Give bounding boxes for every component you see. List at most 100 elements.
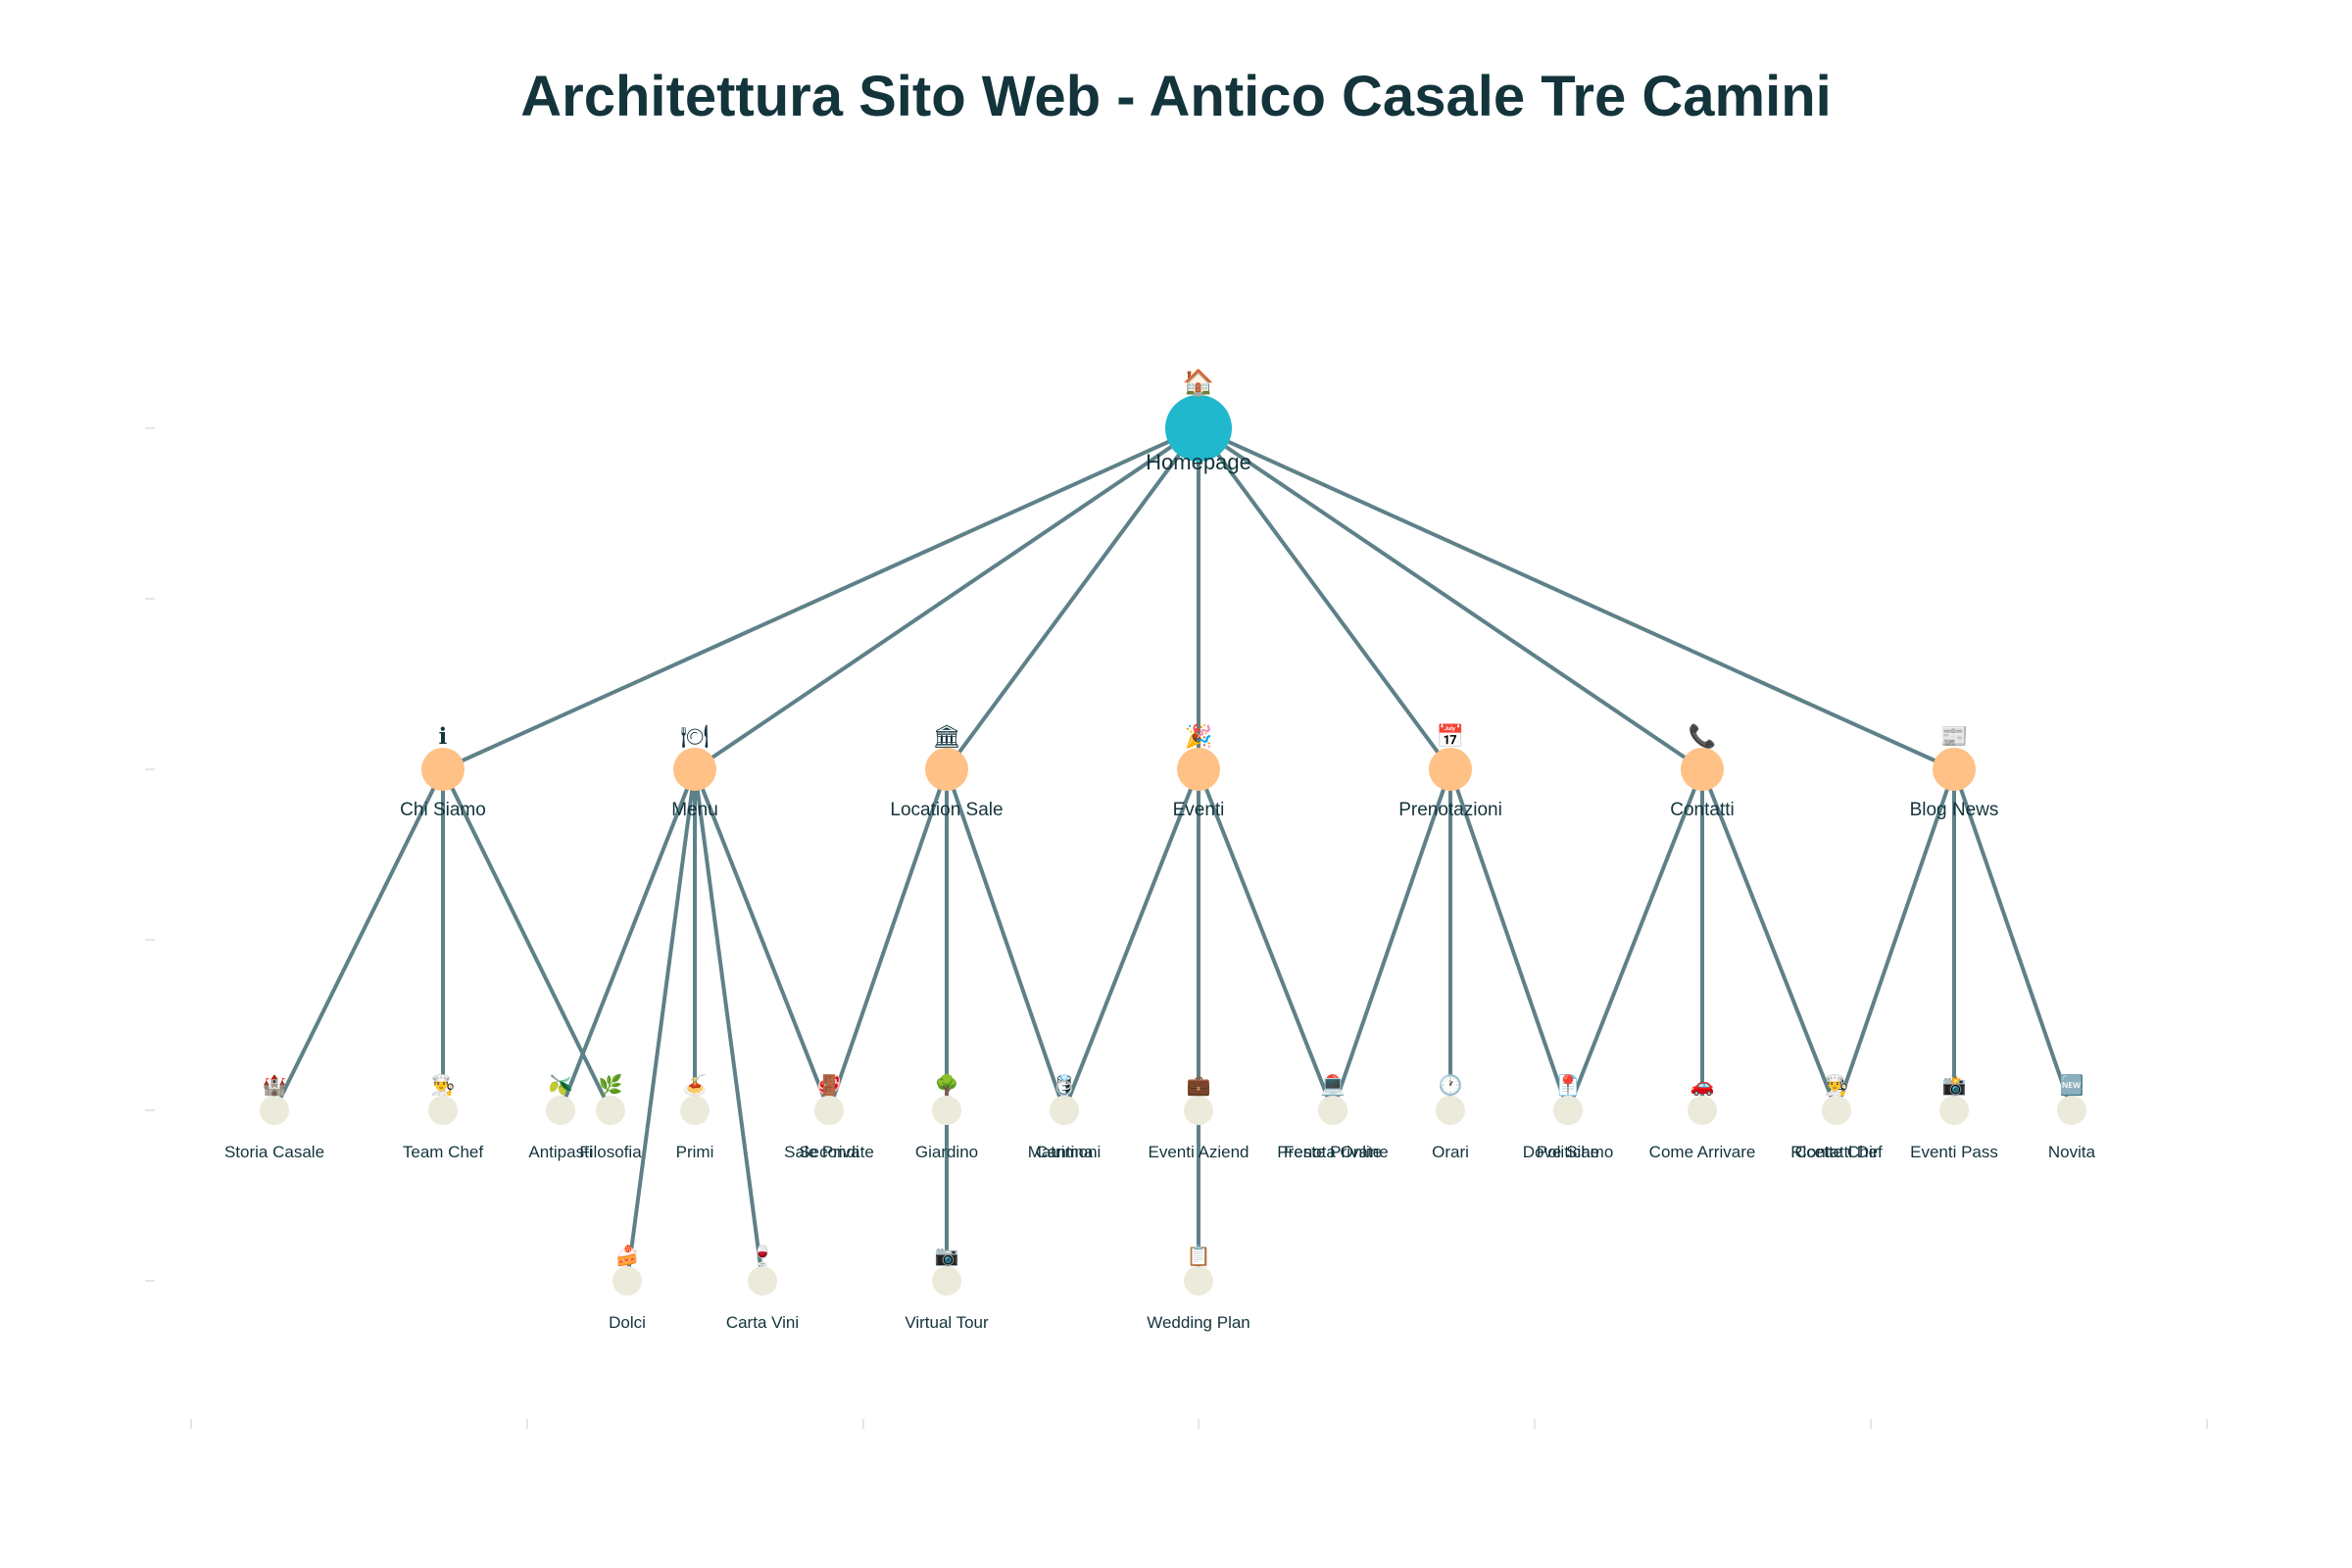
node-page-chi-0: 🏰 Storia Casale [224,1073,324,1161]
tree-nodes: 🏠 Homepage ℹ Chi Siamo 🏰 Storia Casale 👨‍🍳 Team… [224,368,2096,1332]
node-section-contatti-circle [1681,748,1724,791]
node-section-eventi: 🎉 Eventi [1173,723,1225,820]
chef-icon: 👨‍🍳 [431,1073,456,1097]
node-section-chi-label: Chi Siamo [400,800,486,820]
mail-icon: ✉ [1829,1073,1845,1097]
node-page-eventi-2: 📋 Wedding Plan [1147,1244,1250,1332]
node-section-chi-circle [421,748,465,791]
node-page-prenotazioni-1-label: Orari [1432,1143,1469,1161]
node-page-contatti-0: 📍 Dove Siamo [1523,1073,1614,1161]
car-icon: 🚗 [1690,1073,1715,1097]
edge-chi-0 [272,768,445,1111]
edge-homepage-blog [1198,426,1955,771]
wine-icon: 🍷 [751,1244,775,1267]
edge-menu-4 [693,768,831,1111]
node-page-chi-0-circle [260,1096,289,1125]
node-page-blog-2-label: Novita [2048,1143,2096,1161]
newspaper-icon: 📰 [1940,724,1969,750]
tree-edges [272,426,2074,1282]
node-page-menu-3: 🍷 Carta Vini [726,1244,799,1332]
node-page-blog-0: 👨‍🍳 Ricette Chef [1790,1073,1883,1161]
node-section-menu-circle [673,748,716,791]
node-section-prenotazioni-circle [1429,748,1472,791]
node-page-blog-2-circle [2057,1096,2086,1125]
document-icon: 📄 [1556,1073,1581,1097]
node-page-eventi-0: 💍 Matrimoni [1028,1073,1102,1161]
pasta-icon: 🍝 [683,1073,708,1097]
node-section-blog-circle [1933,748,1976,791]
tree-icon: 🌳 [935,1073,959,1097]
pin-icon: 📍 [1556,1073,1581,1097]
node-page-chi-1: 👨‍🍳 Team Chef [403,1073,483,1161]
castle-icon: 🏰 [263,1073,287,1097]
node-page-menu-0-circle [546,1096,575,1125]
node-section-prenotazioni-label: Prenotazioni [1398,800,1502,820]
node-page-menu-0-label: Antipasti [528,1143,592,1161]
node-page-eventi-0-label: Matrimoni [1028,1143,1102,1161]
node-section-location-label: Location Sale [890,800,1003,820]
node-homepage: 🏠 Homepage [1146,368,1251,474]
node-page-menu-1: 🍰 Dolci [609,1244,646,1332]
node-page-chi-2-circle [596,1096,625,1125]
node-page-menu-2: 🍝 Primi [676,1073,714,1161]
edge-blog-2 [1952,768,2074,1111]
node-page-contatti-2-label: Contatti Dir [1794,1143,1878,1161]
node-page-chi-2: 🌿 Filosofia [579,1073,642,1161]
recipe-icon: 👨‍🍳 [1825,1073,1849,1097]
edge-blog-0 [1835,768,1956,1111]
node-page-eventi-1: 💼 Eventi Aziend [1148,1073,1249,1161]
node-page-prenotazioni-0: 💻 Prenota Online [1277,1073,1388,1161]
edge-menu-1 [625,768,697,1282]
node-page-menu-0: 🫒 Antipasti [528,1073,592,1161]
node-homepage-label: Homepage [1146,450,1251,474]
door-icon: 🚪 [817,1073,842,1097]
olive-icon: 🫒 [549,1073,573,1097]
leaf-icon: 🌿 [599,1073,623,1097]
node-page-location-0: 🚪 Sale Private [784,1073,874,1161]
edge-menu-0 [559,768,697,1111]
edge-homepage-prenotazioni [1197,426,1452,771]
node-homepage-circle [1165,395,1232,462]
node-page-contatti-0-label: Dove Siamo [1523,1143,1614,1161]
node-page-location-0-label: Sale Private [784,1143,874,1161]
node-page-menu-4-label: Secondi [799,1143,858,1161]
node-page-eventi-1-label: Eventi Aziend [1148,1143,1249,1161]
node-section-prenotazioni: 📅 Prenotazioni [1398,723,1502,820]
node-page-location-1: 🌳 Giardino [915,1073,978,1161]
node-page-menu-3-label: Carta Vini [726,1313,799,1332]
party-icon: 🎉 [1185,723,1213,750]
node-page-prenotazioni-0-circle [1318,1096,1348,1125]
edge-eventi-0 [1062,768,1200,1111]
node-page-contatti-0-circle [1553,1096,1583,1125]
diagram-title: Architettura Sito Web - Antico Casale Tr… [520,65,1831,128]
node-page-prenotazioni-1-circle [1436,1096,1465,1125]
node-page-location-0-circle [814,1096,844,1125]
node-page-eventi-3-label: Feste Private [1284,1143,1382,1161]
calendar-icon: 📅 [1437,723,1465,750]
node-page-menu-1-circle [612,1266,642,1296]
edge-contatti-2 [1700,768,1838,1111]
node-page-blog-1: 📸 Eventi Pass [1910,1073,1998,1161]
clock-icon: 🕐 [1439,1073,1463,1097]
node-page-blog-0-label: Ricette Chef [1790,1143,1883,1161]
node-page-eventi-2-circle [1184,1266,1213,1296]
node-section-menu-label: Menu [671,800,718,820]
node-page-location-2-label: Virtual Tour [905,1313,989,1332]
node-section-contatti-label: Contatti [1670,800,1734,820]
balloon-icon: 🎈 [1321,1073,1346,1097]
node-page-menu-3-circle [748,1266,777,1296]
info-icon: ℹ [439,724,448,750]
axis-ticks [145,427,2208,1429]
node-page-location-2-circle [932,1266,961,1296]
edge-homepage-chi [442,426,1200,771]
node-page-menu-2-circle [680,1096,710,1125]
briefcase-icon: 💼 [1187,1073,1211,1097]
node-section-eventi-circle [1177,748,1220,791]
edge-menu-3 [693,768,764,1282]
node-page-location-1-circle [932,1096,961,1125]
node-page-blog-0-circle [1822,1096,1851,1125]
edge-chi-2 [441,768,612,1111]
node-section-menu: 🍽 Menu [671,724,718,820]
edge-location-0 [827,768,949,1111]
